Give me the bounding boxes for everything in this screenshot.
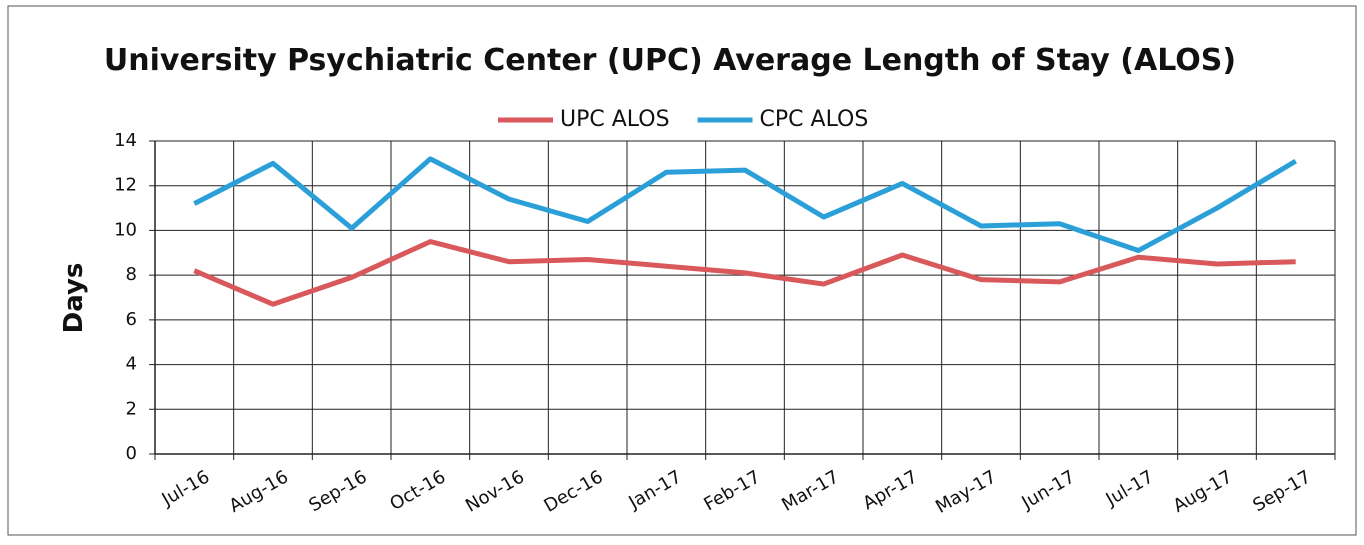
x-tick-label: Jun-17 xyxy=(1017,466,1078,513)
x-tick-label: Jul-17 xyxy=(1102,466,1158,510)
y-tick-label: 14 xyxy=(114,130,137,151)
series-line xyxy=(193,156,1297,254)
y-tick-label: 2 xyxy=(126,398,137,419)
y-tick-label: 4 xyxy=(126,354,137,375)
y-axis-label: Days xyxy=(59,263,89,334)
chart-title: University Psychiatric Center (UPC) Aver… xyxy=(104,43,1236,78)
chart-border xyxy=(7,5,1357,536)
x-tick-label: Apr-17 xyxy=(859,466,921,514)
y-tick-label: 12 xyxy=(114,175,137,196)
x-tick-label: Jul-16 xyxy=(158,466,214,510)
x-tick-label: Aug-16 xyxy=(226,466,292,516)
x-tick-label: Mar-17 xyxy=(778,466,842,515)
legend-label: CPC ALOS xyxy=(760,107,869,132)
x-tick-label: Aug-17 xyxy=(1170,466,1236,516)
x-tick-label: Oct-16 xyxy=(386,466,449,514)
x-tick-label: Nov-16 xyxy=(462,466,528,516)
series-line xyxy=(193,239,1296,307)
y-tick-label: 10 xyxy=(114,219,137,240)
x-tick-label: Sep-16 xyxy=(305,466,370,516)
x-tick-label: Dec-16 xyxy=(541,466,607,516)
y-tick-label: 6 xyxy=(126,309,137,330)
y-tick-label: 8 xyxy=(126,264,137,285)
y-tick-label: 0 xyxy=(126,443,137,464)
x-tick-label: Jan-17 xyxy=(624,466,685,513)
x-tick-label: May-17 xyxy=(932,466,1000,517)
x-tick-label: Feb-17 xyxy=(700,466,764,515)
x-tick-label: Sep-17 xyxy=(1249,466,1314,516)
legend-label: UPC ALOS xyxy=(560,107,670,132)
